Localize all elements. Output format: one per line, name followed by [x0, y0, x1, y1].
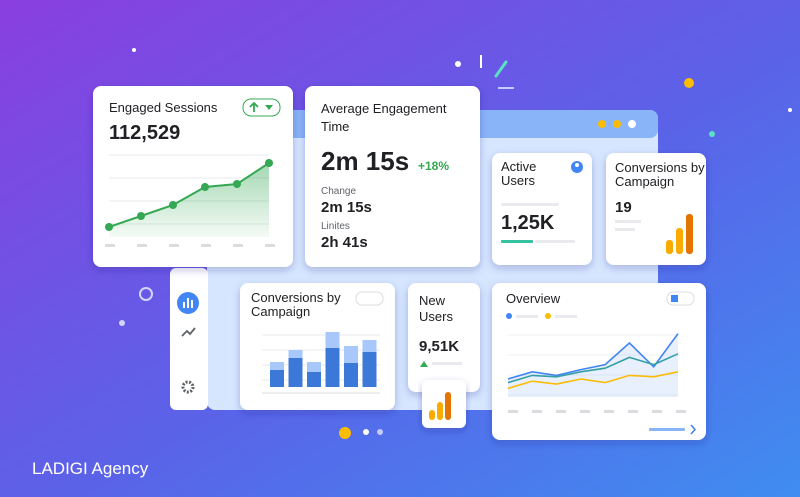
- card-title: Overview: [506, 291, 561, 306]
- card: [492, 153, 592, 265]
- brand: LADIGI Agency: [32, 459, 149, 478]
- card-title: Users: [419, 309, 453, 324]
- bar-segment: [270, 370, 284, 387]
- axis-stub: [556, 410, 566, 413]
- bar-segment: [325, 332, 340, 348]
- card-title: Campaign: [615, 174, 674, 189]
- metric-value: 2m 15s: [321, 146, 409, 176]
- axis-stub: [233, 244, 243, 247]
- trend-toggle[interactable]: [242, 98, 281, 117]
- axis-stub: [265, 244, 275, 247]
- card-title: Time: [321, 119, 349, 134]
- card-title: New: [419, 293, 446, 308]
- bar-segment: [362, 340, 377, 352]
- sidebar: [170, 268, 208, 410]
- row-label: Linites: [321, 221, 350, 232]
- metric-value: 19: [615, 199, 632, 216]
- point: [265, 159, 273, 167]
- row-value: 2m 15s: [321, 199, 372, 216]
- logo-card: [422, 380, 466, 428]
- point: [169, 201, 177, 209]
- axis-stub: [137, 244, 147, 247]
- card-title: Campaign: [251, 304, 310, 319]
- bar-segment: [288, 358, 303, 387]
- card: [492, 283, 706, 440]
- axis-stub: [169, 244, 179, 247]
- bar-segment: [288, 350, 303, 358]
- bar-segment: [344, 346, 358, 363]
- nav-settings[interactable]: [181, 380, 195, 394]
- card-title: Average Engagement: [321, 101, 447, 116]
- axis-stub: [604, 410, 614, 413]
- bar-segment: [325, 348, 340, 387]
- point: [137, 212, 145, 220]
- axis-stub: [508, 410, 518, 413]
- row-label: Change: [321, 186, 356, 197]
- card-title: Active: [501, 159, 536, 174]
- card-title: Conversions by: [615, 160, 705, 175]
- metric-value: 9,51K: [419, 338, 459, 355]
- point: [233, 180, 241, 188]
- axis-stub: [580, 410, 590, 413]
- line: [108, 162, 270, 228]
- area: [109, 163, 269, 237]
- bar-segment: [270, 362, 284, 370]
- bar-segment: [307, 362, 321, 372]
- axis-stub: [105, 244, 115, 247]
- metric-value: 1,25K: [501, 212, 555, 234]
- bar-segment: [344, 363, 358, 387]
- metric-value: 112,529: [109, 122, 180, 144]
- card-title: Engaged Sessions: [109, 100, 218, 115]
- point: [201, 183, 209, 191]
- axis-stub: [201, 244, 211, 247]
- card-title: Conversions by: [251, 290, 341, 305]
- card-title: Users: [501, 173, 535, 188]
- line: [507, 353, 679, 384]
- axis-stub: [532, 410, 542, 413]
- bar-segment: [307, 372, 321, 387]
- axis-stub: [652, 410, 662, 413]
- row-value: 2h 41s: [321, 234, 368, 251]
- card: [305, 86, 480, 267]
- bar-segment: [362, 352, 377, 387]
- nav-trend[interactable]: [181, 327, 196, 337]
- line: [507, 371, 679, 390]
- point: [105, 223, 113, 231]
- axis-stub: [676, 410, 686, 413]
- metric-change: +18%: [418, 159, 449, 173]
- axis-stub: [628, 410, 638, 413]
- decorations: [119, 48, 792, 439]
